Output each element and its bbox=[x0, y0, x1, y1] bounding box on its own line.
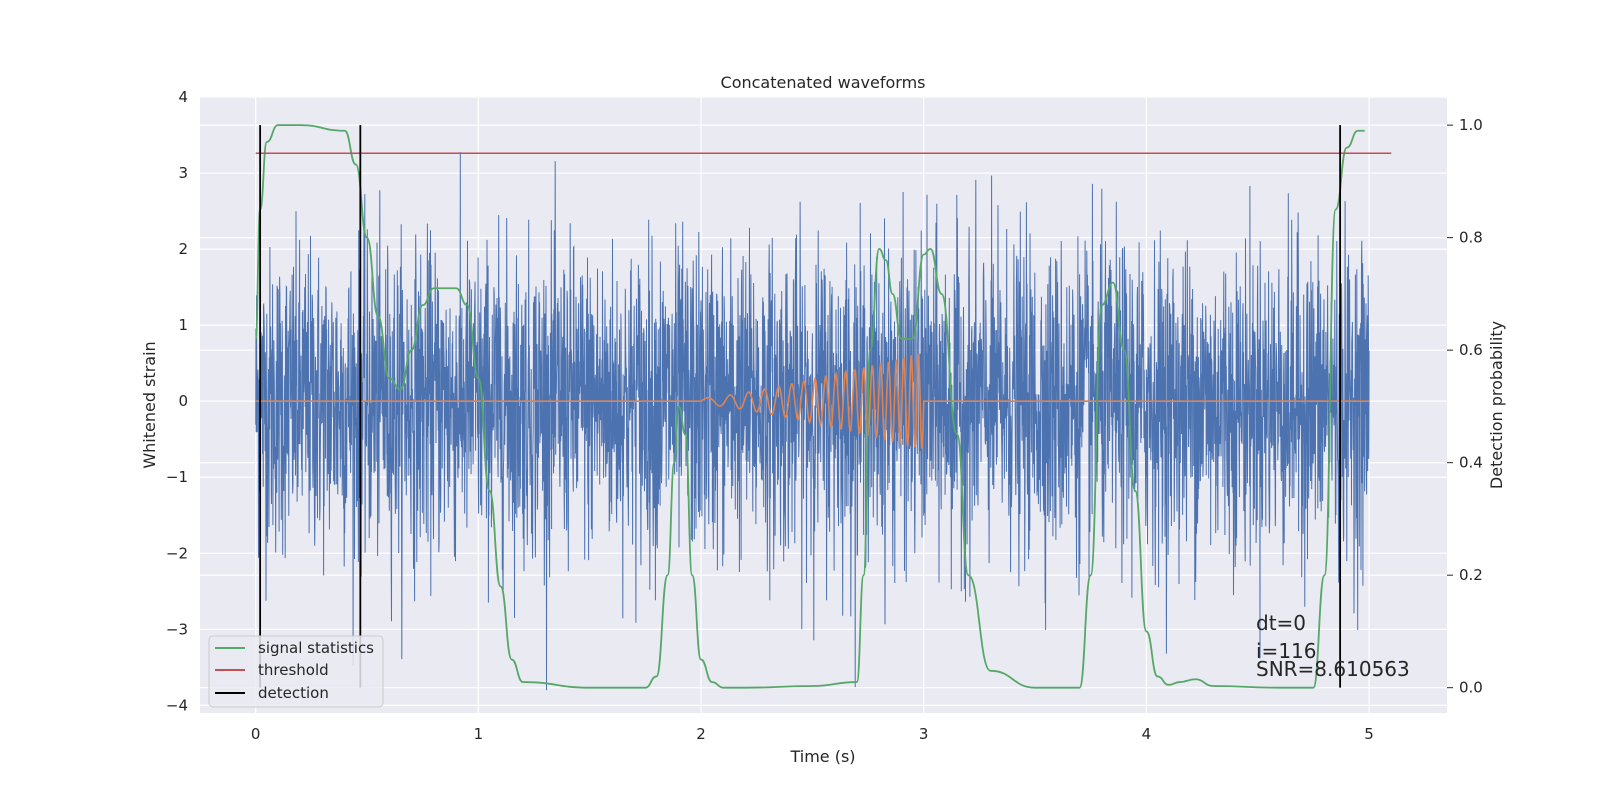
y-tick-label-left: −1 bbox=[166, 468, 188, 486]
x-tick-label: 4 bbox=[1142, 725, 1152, 743]
y-tick-label-left: 3 bbox=[178, 164, 188, 182]
y-tick-label-left: −2 bbox=[166, 544, 188, 562]
legend-label-detection: detection bbox=[258, 684, 329, 702]
series-group bbox=[254, 124, 1392, 691]
x-tick-label: 2 bbox=[696, 725, 706, 743]
y-tick-label-left: 2 bbox=[178, 240, 188, 258]
annotation-dt: dt=0 bbox=[1256, 611, 1306, 635]
y-tick-label-right: 1.0 bbox=[1459, 116, 1483, 134]
y-tick-label-right: 0.2 bbox=[1459, 566, 1483, 584]
y-tick-label-left: 4 bbox=[178, 88, 188, 106]
y-axis-label-right: Detection probability bbox=[1487, 321, 1506, 489]
annotation-snr: SNR=8.610563 bbox=[1256, 657, 1410, 681]
y-tick-label-right: 0.6 bbox=[1459, 341, 1483, 359]
x-tick-label: 1 bbox=[474, 725, 484, 743]
legend: signal statistics threshold detection bbox=[208, 635, 384, 708]
tick-labels: 0 1 2 3 4 5 −4 −3 −2 −1 0 1 2 3 4 0.0 0.2 0.4 0.6 0.8 1.0 bbox=[166, 88, 1483, 743]
series-line-chirp bbox=[255, 352, 1370, 449]
annotation-block: dt=0 i=116 SNR=8.610563 bbox=[1256, 611, 1410, 681]
y-tick-label-right: 0.0 bbox=[1459, 679, 1483, 697]
annotation-i: i=116 bbox=[1256, 639, 1317, 663]
legend-box bbox=[208, 635, 384, 708]
y-tick-label-left: 0 bbox=[178, 392, 188, 410]
y-tick-label-left: 1 bbox=[178, 316, 188, 334]
series-line-strain bbox=[255, 152, 1370, 691]
x-tick-label: 0 bbox=[251, 725, 261, 743]
series-line-signal-statistics bbox=[254, 124, 1365, 689]
y-tick-label-right: 0.8 bbox=[1459, 229, 1483, 247]
y-tick-label-left: −3 bbox=[166, 620, 188, 638]
y-tick-label-left: −4 bbox=[166, 696, 188, 714]
x-tick-label: 5 bbox=[1364, 725, 1374, 743]
y-axis-label-left: Whitened strain bbox=[140, 341, 159, 468]
chart-title: Concatenated waveforms bbox=[721, 73, 926, 92]
legend-label-threshold: threshold bbox=[258, 661, 329, 679]
x-tick-label: 3 bbox=[919, 725, 929, 743]
x-axis-label: Time (s) bbox=[789, 747, 855, 766]
legend-label-signal: signal statistics bbox=[258, 639, 374, 657]
y-tick-label-right: 0.4 bbox=[1459, 454, 1483, 472]
